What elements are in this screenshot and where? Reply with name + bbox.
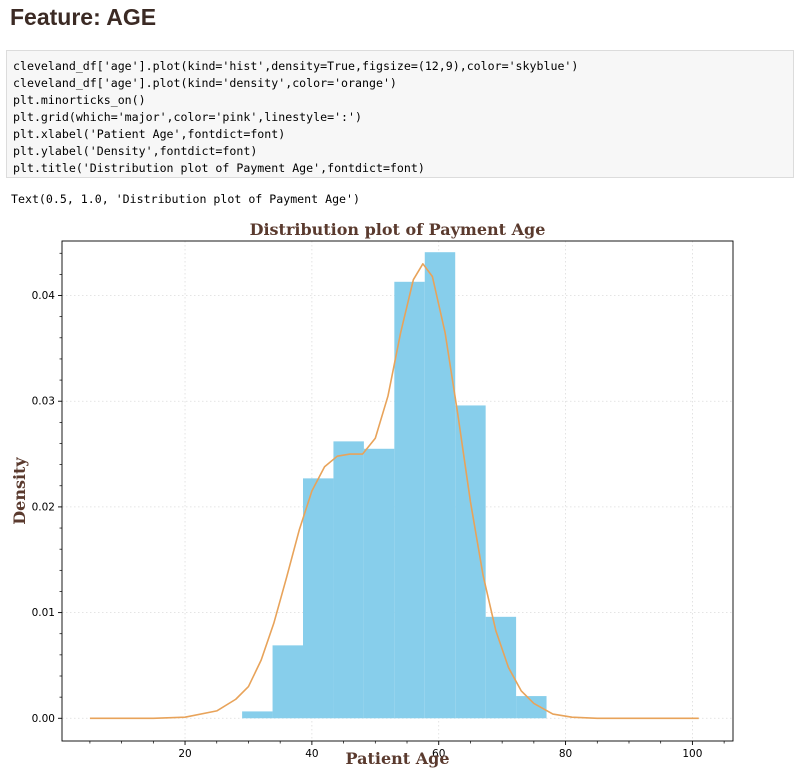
histogram-bar (485, 616, 517, 719)
y-tick-label: 0.04 (32, 290, 56, 302)
code-cell[interactable]: cleveland_df['age'].plot(kind='hist',den… (6, 50, 794, 178)
y-axis-label: Density (10, 457, 29, 525)
histogram-bar (333, 441, 364, 719)
histogram-bar (394, 281, 425, 719)
y-tick-label: 0.00 (32, 713, 55, 725)
histogram-bar (303, 478, 334, 719)
histogram-bar (424, 252, 456, 719)
code-line: plt.grid(which='major',color='pink',line… (13, 110, 363, 124)
y-tick-label: 0.03 (32, 396, 55, 408)
code-line: plt.xlabel('Patient Age',fontdict=font) (13, 127, 286, 141)
code-line: plt.title('Distribution plot of Payment … (13, 161, 425, 175)
code-line: plt.minorticks_on() (13, 93, 146, 107)
cell-output: Text(0.5, 1.0, 'Distribution plot of Pay… (11, 192, 361, 206)
histogram-bar (272, 645, 304, 719)
x-axis-label: Patient Age (346, 749, 450, 768)
plot-frame (61, 240, 734, 742)
histogram-bar (242, 711, 273, 719)
chart-title: Distribution plot of Payment Age (250, 220, 546, 239)
code-line: cleveland_df['age'].plot(kind='hist',den… (13, 59, 579, 73)
page-heading: Feature: AGE (10, 4, 157, 30)
x-tick-label: 60 (432, 748, 445, 760)
histogram-bar (516, 696, 547, 719)
x-tick-label: 20 (178, 748, 191, 760)
x-tick-label: 100 (682, 748, 702, 760)
code-line: plt.ylabel('Density',fontdict=font) (13, 144, 258, 158)
x-tick-label: 40 (305, 748, 318, 760)
y-tick-label: 0.01 (32, 607, 55, 619)
kde-density-line (89, 263, 699, 720)
histogram-bar (363, 448, 395, 719)
code-line: cleveland_df['age'].plot(kind='density',… (13, 76, 397, 90)
x-tick-label: 80 (559, 748, 572, 760)
y-tick-label: 0.02 (32, 501, 55, 513)
